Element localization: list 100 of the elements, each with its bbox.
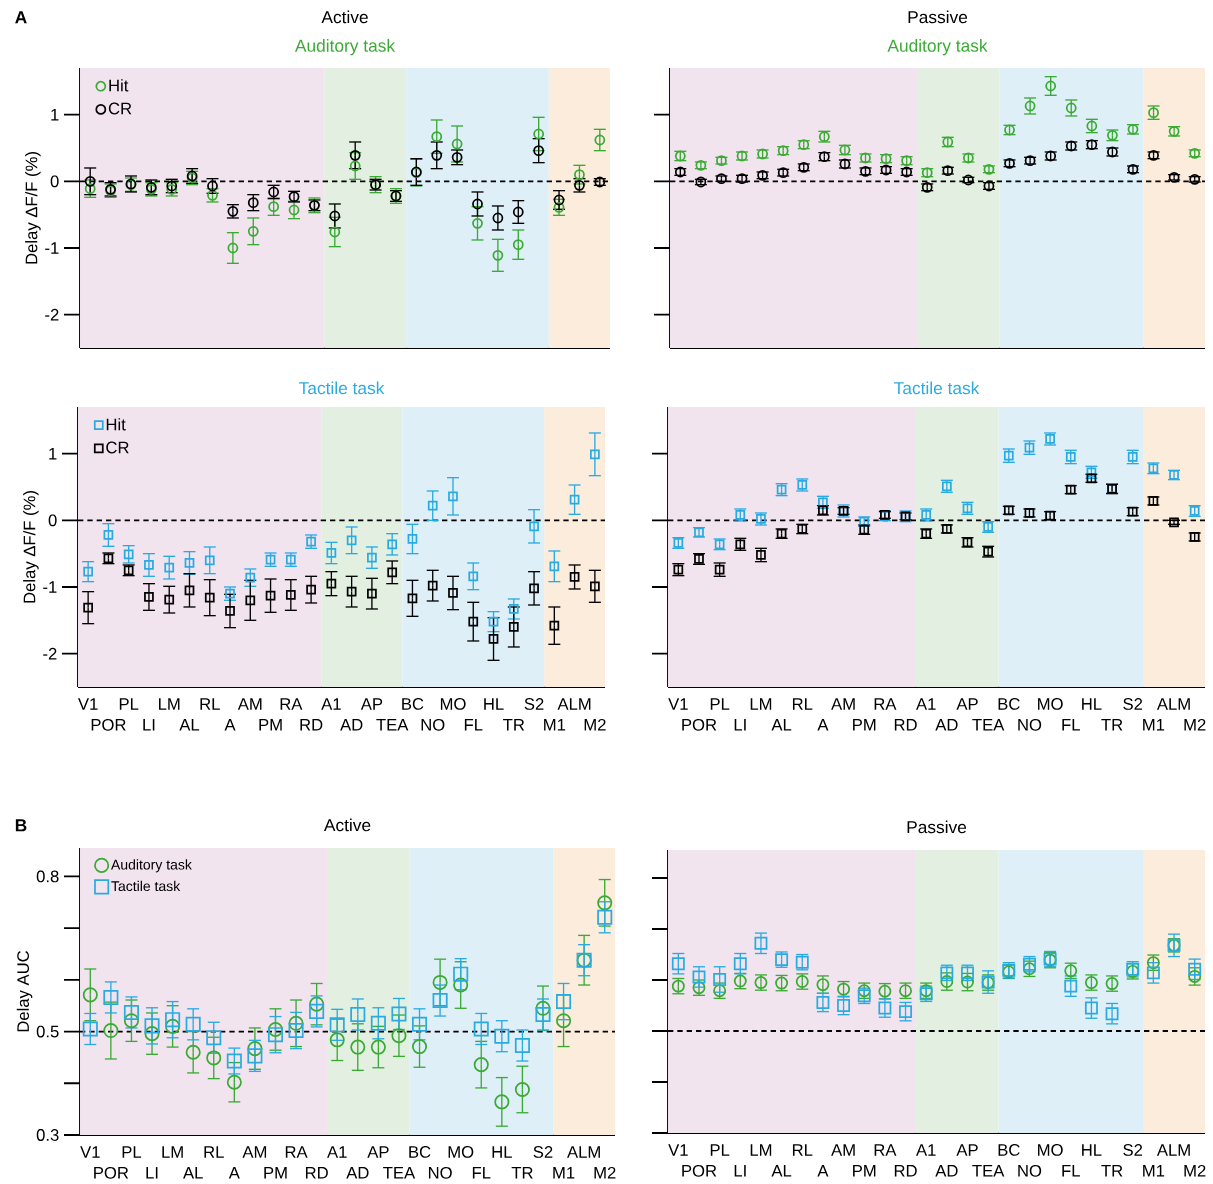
x-tick-label: PM [259,719,282,731]
x-tick-label: RL [200,698,220,710]
x-tick-label: ALM [567,1146,600,1158]
x-tick-label: M1 [1143,719,1165,731]
y-tick-label: 0.8 [36,870,59,883]
x-tick-label: V1 [78,698,98,710]
x-tick-label: LM [159,698,180,710]
x-tick-label: A [817,1165,829,1177]
y-tick-label: 0 [50,175,59,188]
x-tick-label: BC [998,1144,1020,1156]
y-axis-title: Delay ΔF/F (%) [25,152,41,264]
x-tick-label: M2 [1184,1164,1206,1177]
x-tick-label: TEA [383,1167,416,1179]
x-tick-label: NO [428,1166,452,1179]
y-tick-label: -1 [43,581,57,593]
x-tick-label: A [817,719,829,731]
x-tick-label: PL [119,698,139,710]
x-tick-label: POR [91,718,126,731]
x-tick-label: POR [94,1166,129,1179]
x-tick-label: HL [484,698,504,710]
x-tick-label: RL [204,1146,224,1158]
legend-label: Hit [109,79,129,92]
y-tick-label: -2 [45,308,59,321]
x-tick-label: MO [440,698,466,710]
x-tick-label: RD [894,719,917,731]
x-tick-label: RA [280,698,303,710]
x-tick-label: BC [402,698,424,710]
x-tick-label: S2 [1123,698,1143,710]
x-tick-label: LI [734,719,746,731]
x-tick-label: AP [367,1146,389,1158]
x-tick-label: RL [792,1144,813,1156]
x-tick-label: V1 [668,698,688,710]
x-tick-label: TEA [376,719,409,731]
y-tick-label: 0.5 [36,1025,59,1038]
x-tick-label: LM [162,1146,183,1158]
x-tick-label: TR [511,1167,533,1179]
x-tick-label: M2 [584,718,606,731]
x-tick-label: FL [464,719,483,731]
chart-subtitle: Auditory task [294,39,396,56]
x-tick-label: RA [285,1146,308,1158]
x-tick-label: M1 [553,1167,575,1179]
x-tick-label: S2 [1123,1144,1143,1156]
x-tick-label: TEA [972,719,1005,731]
x-tick-label: MO [448,1146,474,1158]
chart-title: Passive [908,10,968,24]
x-tick-label: M2 [1184,718,1206,731]
x-tick-label: AL [771,1165,792,1177]
x-tick-label: RA [874,698,897,710]
x-tick-label: MO [1038,698,1063,710]
x-tick-label: FL [472,1167,491,1179]
x-tick-label: TEA [972,1165,1005,1177]
x-tick-label: LM [750,698,772,710]
x-tick-label: AD [346,1167,369,1179]
x-tick-label: AM [831,1144,855,1156]
x-tick-label: S2 [533,1146,553,1158]
legend-label: CR [106,441,129,454]
x-tick-label: AP [956,698,978,710]
x-tick-label: ALM [1156,1144,1190,1156]
x-tick-label: HL [1082,698,1102,710]
x-tick-label: A1 [321,698,341,710]
x-tick-label: NO [1018,1164,1042,1177]
x-tick-label: LI [734,1165,746,1177]
x-tick-label: LI [143,719,155,731]
x-tick-label: A [224,719,236,731]
y-tick-label: 0 [48,514,57,527]
x-tick-label: AL [183,1167,203,1179]
x-tick-label: S2 [524,698,544,710]
legend-label: Auditory task [111,859,192,873]
x-tick-label: RA [874,1144,897,1156]
x-tick-label: RD [305,1167,328,1179]
x-tick-label: TR [1101,719,1123,731]
x-tick-label: AP [360,698,383,710]
x-tick-label: FL [1062,1165,1080,1177]
x-tick-label: AD [935,719,958,731]
chart-title: Active [321,10,368,24]
x-tick-label: ALM [1156,698,1190,710]
x-tick-label: AD [340,719,363,731]
x-tick-label: AD [935,1165,958,1177]
x-tick-label: V1 [80,1146,100,1158]
y-tick-label: 1 [49,447,57,460]
x-tick-label: RD [894,1165,917,1177]
x-tick-label: HL [492,1146,512,1158]
x-tick-label: PL [710,1144,730,1156]
x-tick-label: AL [179,719,200,731]
chart-title: Passive [907,820,967,834]
x-tick-label: M2 [594,1166,616,1179]
chart-subtitle: Tactile task [894,381,980,395]
x-tick-label: RD [300,719,323,731]
x-tick-label: AM [237,698,262,710]
x-tick-label: NO [1018,718,1042,731]
legend-label: CR [108,102,132,115]
y-tick-label: -2 [43,647,57,660]
text: B [15,819,27,832]
x-tick-label: AL [771,719,792,731]
x-tick-label: PM [853,719,876,731]
chart-title: Active [323,818,371,832]
x-tick-label: M1 [1143,1165,1165,1177]
x-tick-label: MO [1038,1144,1063,1156]
y-tick-label: 1 [51,108,59,121]
legend-label: Tactile task [111,880,181,892]
